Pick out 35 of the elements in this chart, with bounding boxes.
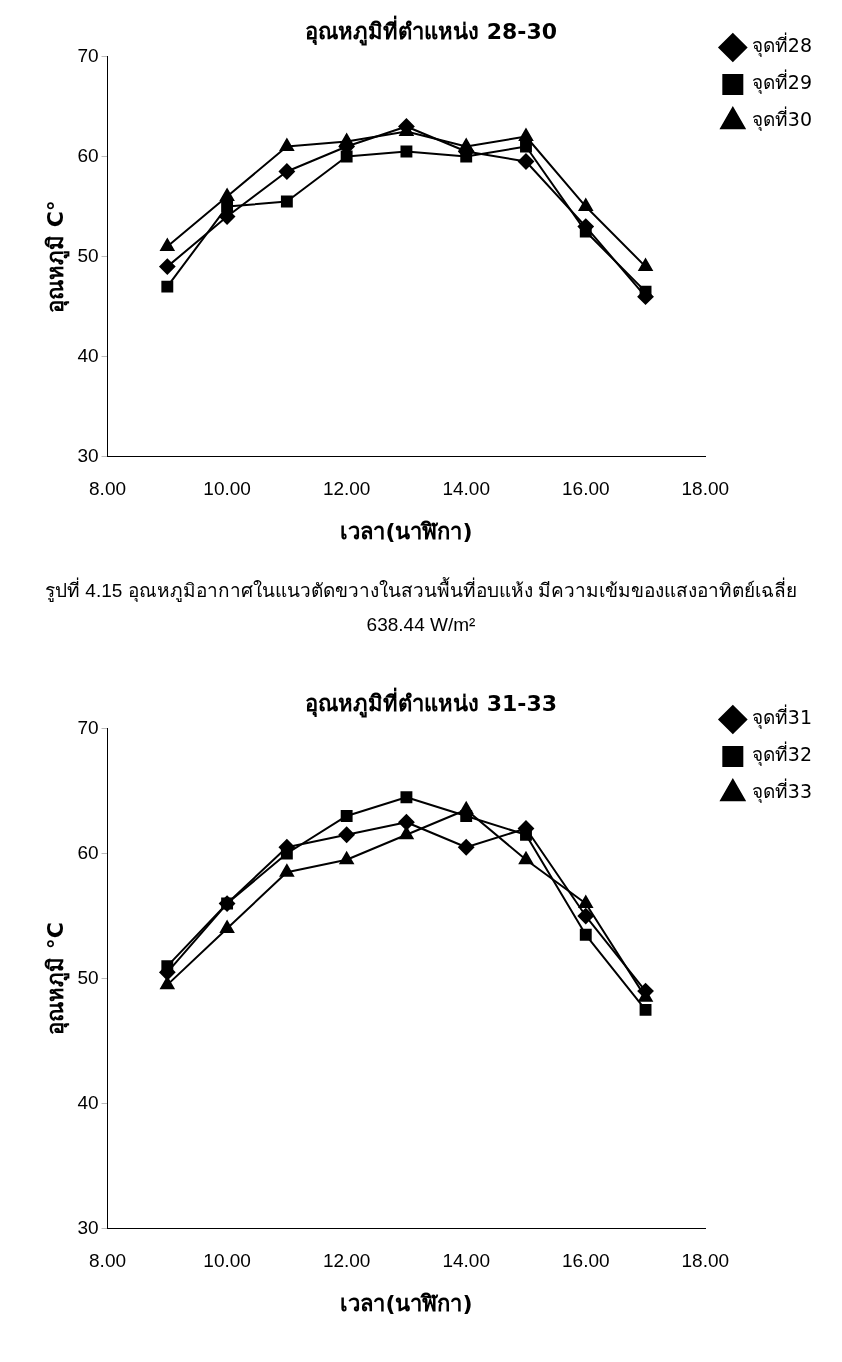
legend-label: จุดที่30 [751,106,813,133]
x-tick-label: 16.00 [561,1250,610,1272]
x-axis-title: เวลา(นาฬิกา) [340,1290,473,1316]
x-tick-label: 10.00 [203,478,251,500]
y-tick-label: 40 [77,344,99,366]
x-tick-label: 16.00 [561,478,610,500]
x-tick-label: 12.00 [322,1250,371,1272]
y-axis-title: อุณหภูมิ °C [42,922,70,1036]
x-tick-label: 14.00 [442,1250,490,1272]
legend-label: จุดที่29 [751,69,813,96]
y-tick-label: 50 [77,244,99,266]
y-axis-title: อุณหภูมิ C° [42,200,70,314]
y-tick-label: 60 [77,841,99,863]
text: รูปที่ 4.15 อุณหภูมิอากาศในแนวตัดขวางในสวนพื้นที่อบแห้ง มีความเข้มของแสงอาทิตย์เฉลี่ย 638.44 W/m² [44,576,798,637]
legend-label: จุดที่33 [751,778,813,805]
chart-title: อุณหภูมิที่ตำแหน่ง 31-33 [304,686,558,718]
x-tick-label: 10.00 [203,1250,251,1272]
chart-title: อุณหภูมิที่ตำแหน่ง 28-30 [304,14,558,46]
y-tick-label: 70 [77,716,99,738]
x-tick-label: 14.00 [442,478,490,500]
x-tick-label: 18.00 [681,1250,730,1272]
y-tick-label: 60 [77,144,99,166]
legend-label: จุดที่32 [751,741,813,768]
x-tick-label: 18.00 [681,478,730,500]
x-tick-label: 12.00 [322,478,371,500]
legend-label: จุดที่28 [751,32,813,59]
y-tick-label: 30 [77,1217,99,1239]
x-tick-label: 8.00 [89,1250,127,1272]
x-tick-label: 8.00 [89,478,127,500]
y-tick-label: 40 [77,1091,99,1113]
y-tick-label: 70 [77,44,99,66]
y-tick-label: 50 [77,966,99,988]
x-axis-title: เวลา(นาฬิกา) [340,518,473,544]
y-tick-label: 30 [77,445,99,467]
legend-label: จุดที่31 [751,704,813,731]
